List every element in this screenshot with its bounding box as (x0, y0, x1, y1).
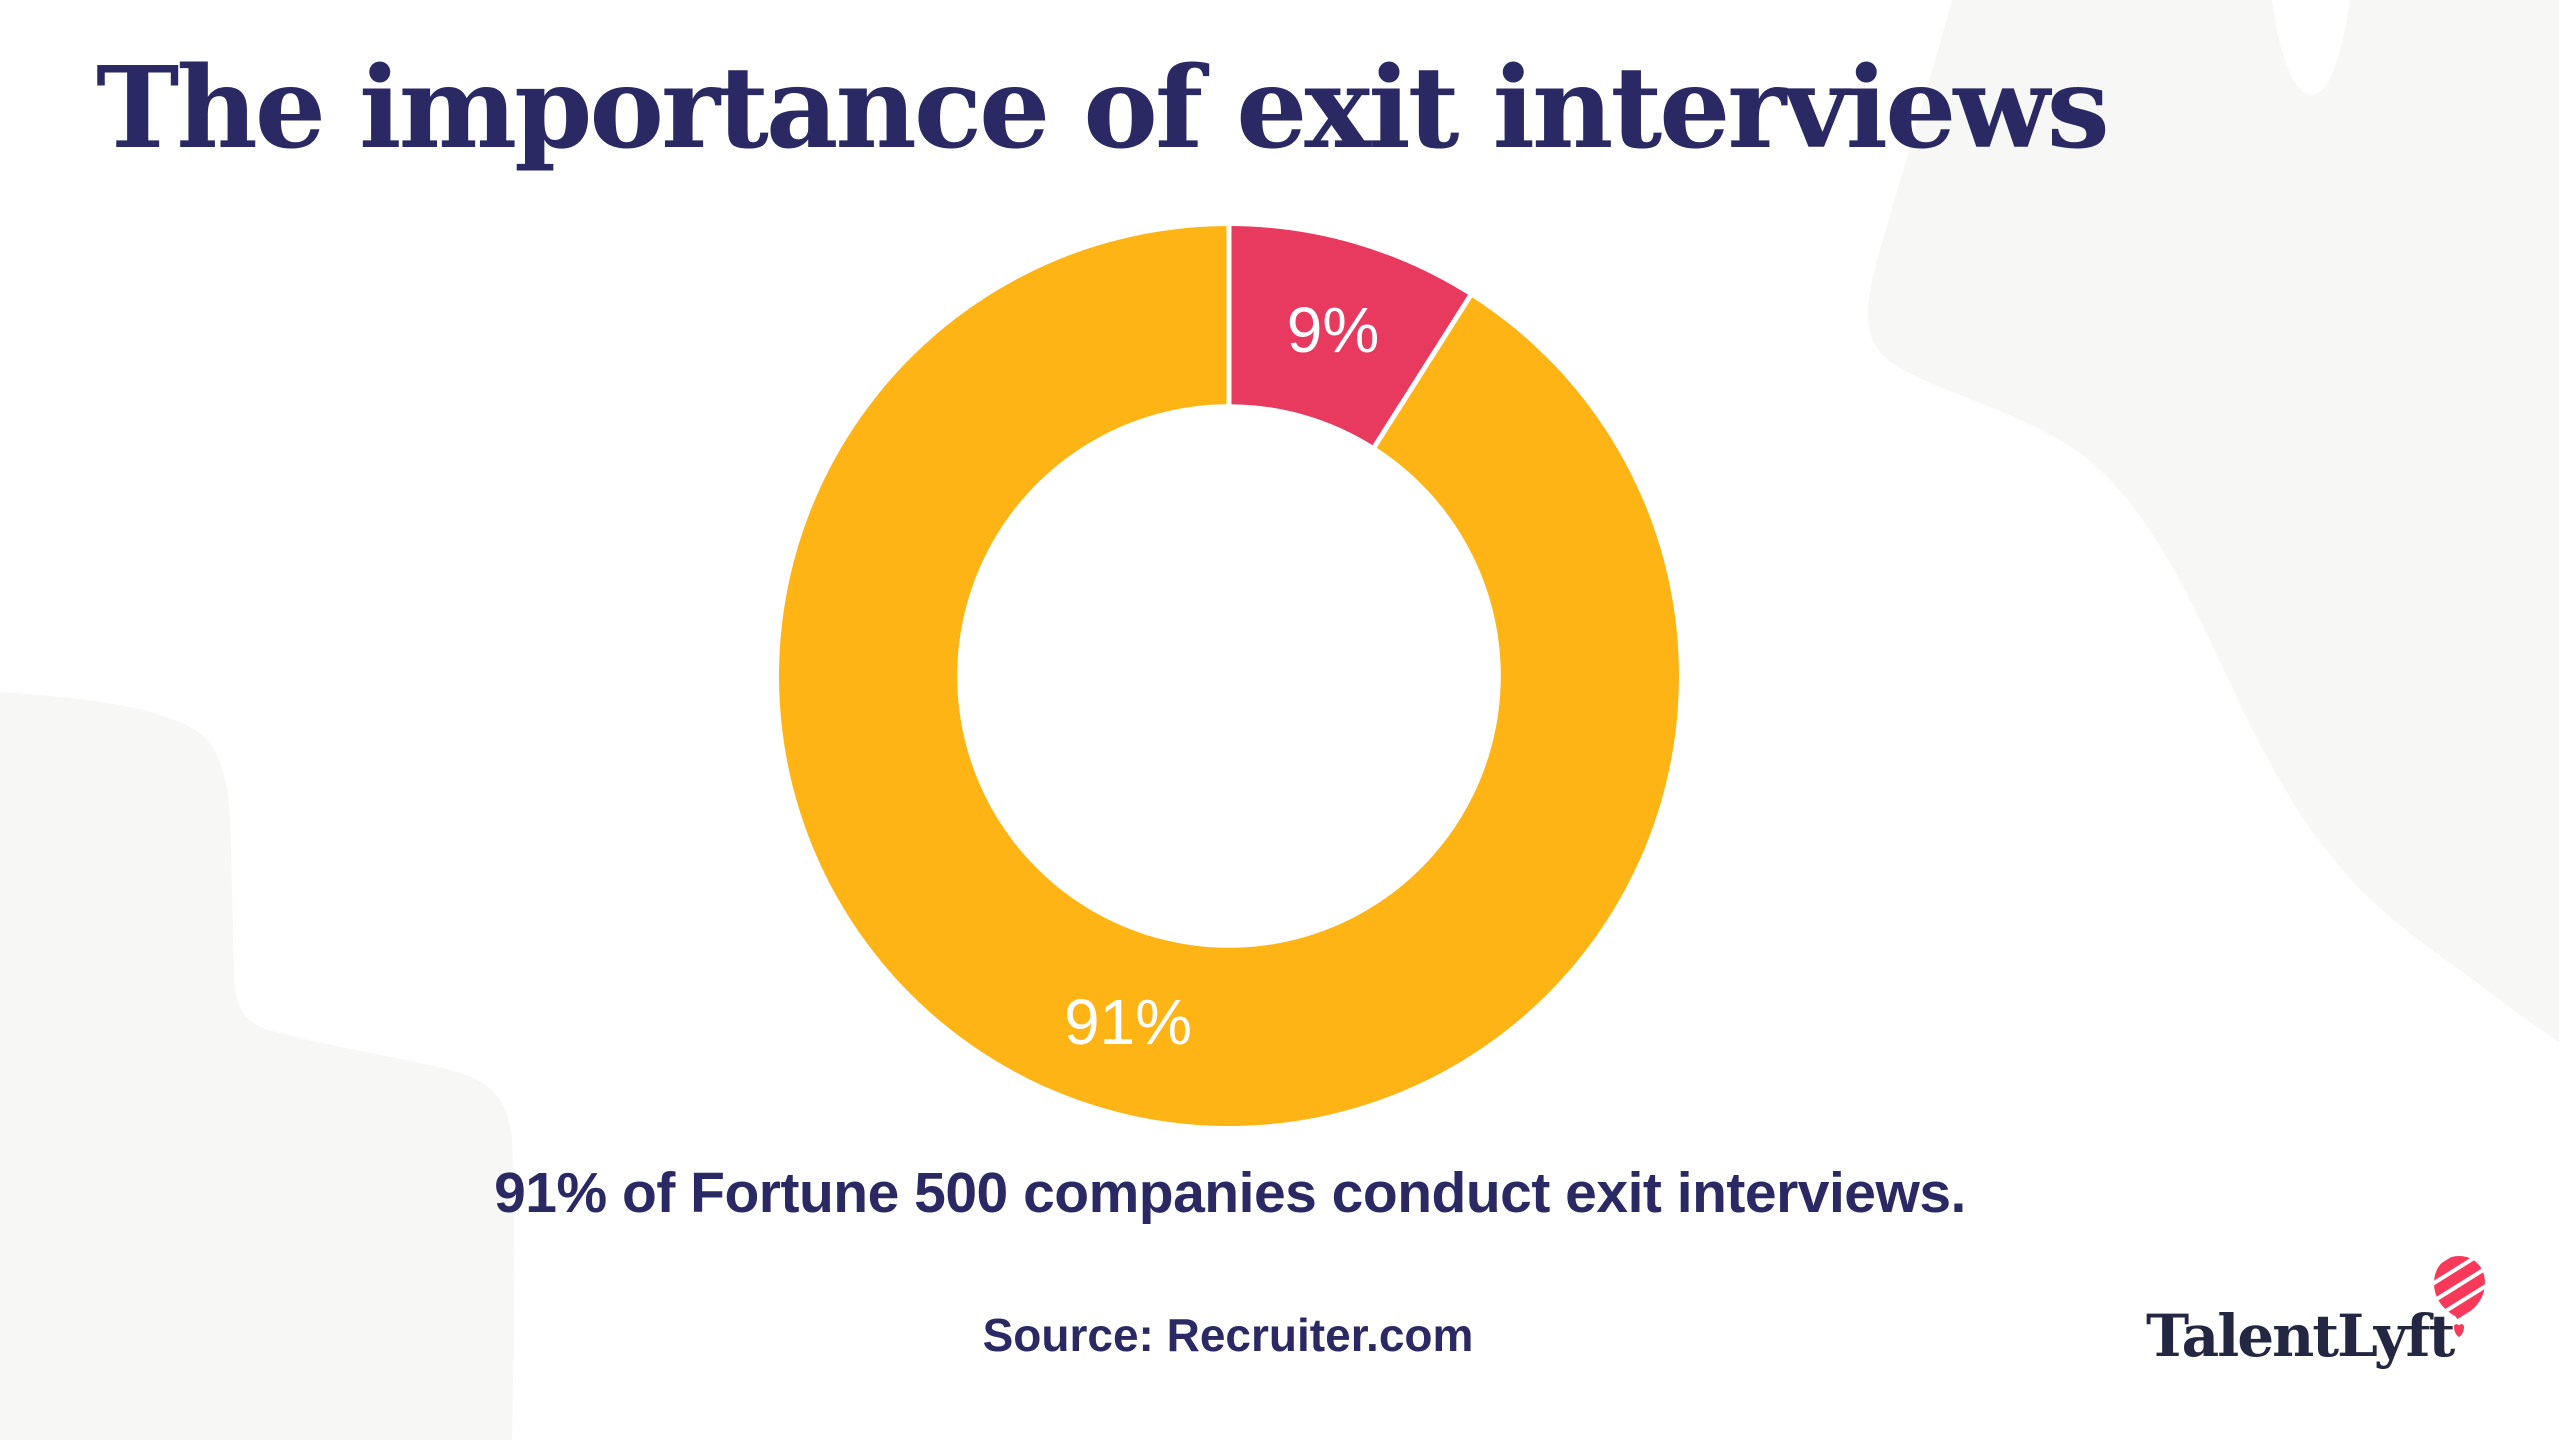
background-blob-bottom-left (0, 692, 515, 1440)
donut-chart (778, 224, 1679, 1126)
balloon-basket-dot (2454, 1324, 2464, 1337)
talentlyft-wordmark: TalentLyft (2146, 1302, 2455, 1370)
donut-chart-svg (778, 224, 1679, 1126)
page-title: The importance of exit interviews (96, 43, 2110, 174)
hot-air-balloon-icon (2434, 1256, 2485, 1337)
pie-slice-91-percent (778, 226, 1679, 1126)
source-attribution: Source: Recruiter.com (982, 1309, 1474, 1361)
pie-slice-9-percent (1229, 226, 1471, 447)
background-blob-top-right (1867, 0, 2559, 1042)
slice-label-91-percent: 91% (1063, 986, 1193, 1058)
chart-caption: 91% of Fortune 500 companies conduct exi… (494, 1161, 1966, 1225)
slice-label-9-percent: 9% (1286, 294, 1380, 366)
talentlyft-logo: TalentLyft (2146, 1254, 2506, 1394)
slice-separator (1370, 293, 1474, 452)
